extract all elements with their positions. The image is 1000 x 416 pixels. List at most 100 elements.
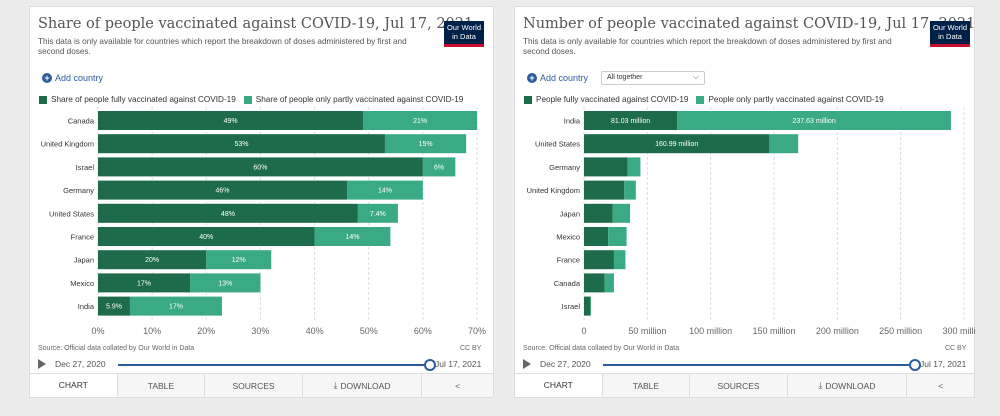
category-label: India xyxy=(564,117,581,126)
category-label: Mexico xyxy=(556,233,580,242)
plus-icon: + xyxy=(42,73,52,83)
tab-table[interactable]: TABLE xyxy=(602,374,691,397)
x-tick-label: 20% xyxy=(197,326,215,336)
bar-segment-partial xyxy=(347,180,423,200)
category-label: United Kingdom xyxy=(527,186,580,195)
legend-swatch-partial xyxy=(243,95,252,104)
license-link[interactable]: CC BY xyxy=(945,345,967,352)
license-link[interactable]: CC BY xyxy=(460,345,482,352)
bar-segment-full xyxy=(98,273,191,293)
add-country-button[interactable]: + Add country xyxy=(527,73,588,83)
data-label: 20% xyxy=(145,257,159,264)
x-tick-label: 50 million xyxy=(628,326,666,336)
data-label: 49% xyxy=(224,118,238,125)
timeline-track[interactable] xyxy=(603,364,913,366)
legend-item-partial[interactable]: Share of people only partly vaccinated a… xyxy=(243,95,463,104)
add-country-button[interactable]: + Add country xyxy=(42,73,103,83)
x-tick-label: 60% xyxy=(414,326,432,336)
timeline-handle[interactable] xyxy=(909,359,921,371)
timeline[interactable]: Dec 27, 2020 Jul 17, 2021 xyxy=(38,357,488,371)
owid-logo[interactable]: Our World in Data xyxy=(930,21,970,47)
category-label: Canada xyxy=(68,117,95,126)
add-country-label: Add country xyxy=(540,73,589,83)
x-tick-label: 70% xyxy=(468,326,486,336)
tab-chart[interactable]: CHART xyxy=(515,374,603,397)
play-icon[interactable] xyxy=(38,359,46,369)
bar-segment-partial xyxy=(190,273,261,293)
tab-sources[interactable]: SOURCES xyxy=(205,374,303,397)
x-tick-label: 40% xyxy=(306,326,324,336)
legend-item-partial[interactable]: People only partly vaccinated against CO… xyxy=(696,95,884,104)
bar-segment-full xyxy=(584,227,609,246)
play-icon[interactable] xyxy=(523,359,531,369)
bar-segment-full xyxy=(98,296,130,316)
x-tick-label: 0 xyxy=(581,326,586,336)
owid-logo[interactable]: Our World in Data xyxy=(444,21,484,47)
number-bar-chart: 0 50 million 100 million 150 million 200 mil… xyxy=(527,107,976,336)
category-label: Japan xyxy=(74,256,94,265)
category-label: Japan xyxy=(560,209,580,218)
timeline-end-date: Jul 17, 2021 xyxy=(435,359,482,369)
x-tick-label: 200 million xyxy=(816,326,859,336)
tab-download[interactable]: ⤓ DOWNLOAD xyxy=(302,374,423,397)
bar-segment-partial xyxy=(769,134,799,154)
category-label: Canada xyxy=(554,279,581,288)
tab-chart[interactable]: CHART xyxy=(30,374,118,397)
bar-segment-partial xyxy=(206,250,272,270)
category-label: Germany xyxy=(63,186,94,195)
data-label: 81.03 million xyxy=(611,118,650,125)
number-vaccinated-panel: Number of people vaccinated against COVI… xyxy=(514,6,976,398)
share-bar-chart: 0% 10% 20% 30% 40% 50% 60% 70% Canada 49% 21% Unite… xyxy=(41,107,486,336)
data-label: 60% xyxy=(253,164,267,171)
data-label: 160.99 million xyxy=(655,141,698,148)
legend: Share of people fully vaccinated against… xyxy=(39,95,463,104)
bar-segment-partial xyxy=(384,134,467,154)
bar-segment-full xyxy=(98,180,348,200)
bar-segment-full xyxy=(584,296,591,316)
legend-swatch-partial xyxy=(696,95,705,104)
stack-mode-value: All together xyxy=(607,74,643,81)
timeline-start-date: Dec 27, 2020 xyxy=(55,359,106,369)
x-tick-label: 100 million xyxy=(689,326,732,336)
legend-swatch-full xyxy=(39,95,47,104)
chart-title: Share of people vaccinated against COVID… xyxy=(38,16,474,32)
timeline-track[interactable] xyxy=(118,364,428,366)
legend-label-full: People fully vaccinated against COVID-19 xyxy=(536,95,689,104)
x-tick-label: 150 million xyxy=(752,326,795,336)
data-label: 6% xyxy=(434,164,444,171)
data-label: 17% xyxy=(169,304,183,311)
x-tick-label: 0% xyxy=(91,326,104,336)
x-tick-label: 50% xyxy=(360,326,378,336)
legend-item-full[interactable]: Share of people fully vaccinated against… xyxy=(39,95,236,104)
bar-segment-full xyxy=(584,180,625,200)
stack-mode-select[interactable]: All together ⌵ xyxy=(601,71,705,85)
tab-bar: CHART TABLE SOURCES ⤓ DOWNLOAD < xyxy=(515,373,975,397)
tab-table[interactable]: TABLE xyxy=(117,374,206,397)
category-label: France xyxy=(71,233,94,242)
bar-segment-full xyxy=(584,203,613,223)
timeline-start-date: Dec 27, 2020 xyxy=(540,359,591,369)
data-label: 21% xyxy=(413,118,427,125)
category-label: Israel xyxy=(76,163,95,172)
tab-share[interactable]: < xyxy=(907,374,975,397)
bar-segment-full xyxy=(584,273,605,293)
tab-download[interactable]: ⤓ DOWNLOAD xyxy=(787,374,908,397)
category-label: Israel xyxy=(562,302,581,311)
timeline[interactable]: Dec 27, 2020 Jul 17, 2021 xyxy=(523,357,973,371)
bar-segment-partial xyxy=(627,157,641,177)
bar-segment-partial xyxy=(612,203,631,223)
category-label: United States xyxy=(535,140,580,149)
tab-download-label: DOWNLOAD xyxy=(825,380,876,391)
tab-share[interactable]: < xyxy=(422,374,493,397)
tab-bar: CHART TABLE SOURCES ⤓ DOWNLOAD < xyxy=(30,373,493,397)
data-label: 14% xyxy=(345,234,359,241)
legend-item-full[interactable]: People fully vaccinated against COVID-19 xyxy=(524,95,688,104)
bar-segment-partial xyxy=(357,203,398,223)
tab-sources[interactable]: SOURCES xyxy=(690,374,788,397)
data-label: 237.63 million xyxy=(793,118,836,125)
chevron-down-icon: ⌵ xyxy=(692,72,699,81)
bar-segment-partial xyxy=(422,157,456,177)
data-label: 53% xyxy=(234,141,248,148)
timeline-handle[interactable] xyxy=(424,359,436,371)
bar-segment-partial xyxy=(314,227,391,246)
